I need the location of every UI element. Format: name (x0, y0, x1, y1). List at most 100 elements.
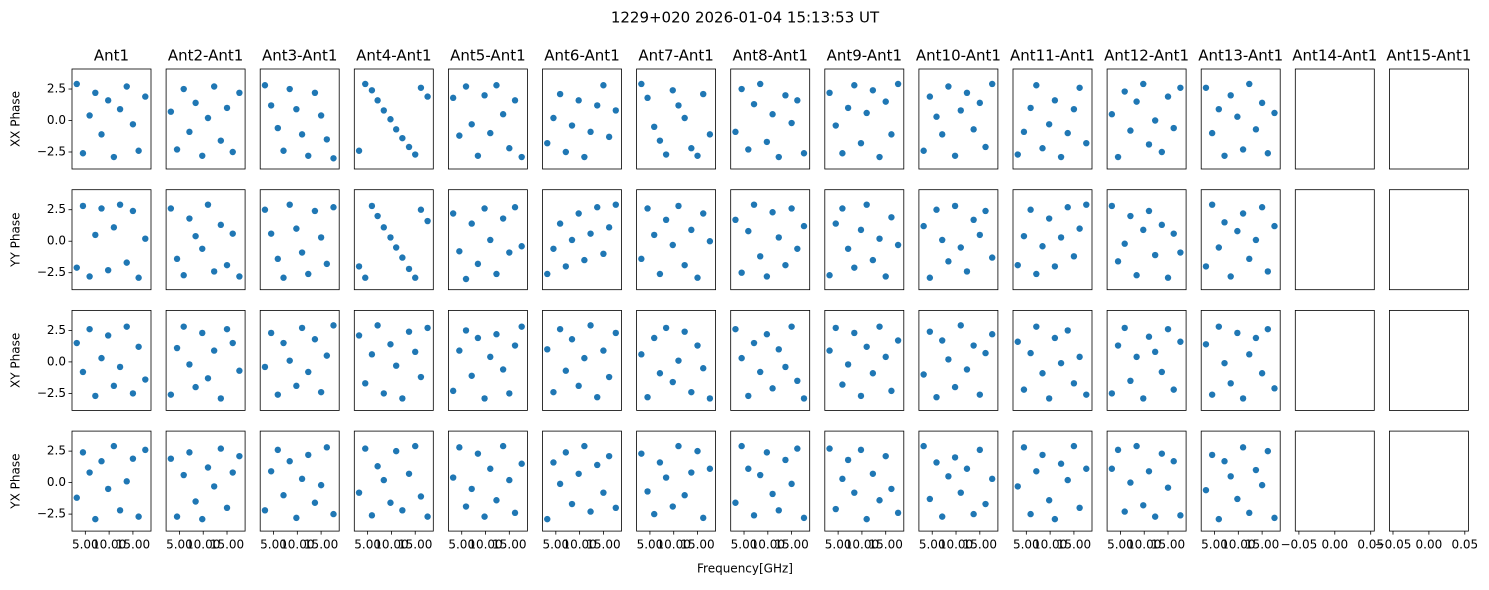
point (933, 393, 940, 401)
panel-frame (447, 68, 528, 170)
point (1258, 370, 1266, 377)
point (876, 235, 883, 242)
x-tick-label: 15.00 (1151, 538, 1185, 552)
point (894, 80, 902, 88)
point (186, 128, 193, 136)
point (374, 463, 381, 470)
point (1083, 465, 1090, 472)
x-tick-label: 5.00 (825, 538, 852, 552)
panel-frame (636, 68, 716, 170)
y-tick-label: −2.5 (37, 144, 66, 158)
points (544, 322, 619, 401)
panel-frame (353, 309, 434, 411)
point (863, 515, 870, 523)
point (800, 514, 808, 522)
point (669, 241, 676, 249)
point (180, 471, 187, 479)
panel-frame (1200, 430, 1281, 532)
point (311, 336, 319, 343)
points (355, 202, 431, 281)
point (694, 342, 701, 349)
point (970, 216, 977, 224)
point (568, 122, 576, 129)
point (1083, 201, 1090, 208)
point (951, 383, 959, 391)
x-tick-label: 10.00 (280, 538, 314, 552)
point (800, 395, 808, 402)
point (323, 444, 331, 451)
points (73, 323, 149, 400)
point (851, 264, 858, 271)
panel (730, 68, 811, 170)
point (832, 324, 839, 332)
point (869, 370, 877, 377)
point (210, 268, 218, 275)
point (424, 217, 431, 225)
panel (824, 309, 905, 411)
point (587, 322, 594, 329)
point (732, 499, 739, 506)
point (86, 325, 93, 333)
point (1170, 386, 1177, 393)
point (876, 153, 883, 161)
point (1271, 514, 1278, 522)
point (405, 143, 413, 151)
point (286, 85, 293, 93)
point (1070, 442, 1078, 450)
panel (259, 189, 340, 291)
x-tick-label: 15.00 (304, 538, 338, 552)
point (550, 459, 557, 466)
point (988, 475, 996, 483)
point (587, 230, 594, 237)
point (261, 206, 269, 213)
point (293, 105, 300, 113)
point (412, 151, 419, 158)
point (700, 365, 707, 372)
point (681, 261, 688, 269)
point (199, 245, 206, 252)
point (123, 323, 130, 330)
point (135, 343, 142, 350)
point (1246, 509, 1253, 517)
point (939, 131, 946, 138)
point (700, 210, 707, 217)
point (192, 232, 199, 240)
point (945, 83, 952, 90)
point (857, 226, 865, 234)
point (298, 249, 306, 256)
point (939, 513, 946, 520)
point (594, 393, 601, 401)
panel-frame (71, 189, 152, 291)
panel-frame (824, 309, 905, 411)
point (863, 109, 870, 117)
point (204, 114, 212, 122)
point (1070, 105, 1078, 113)
point (669, 503, 676, 510)
point (1140, 502, 1147, 509)
point (173, 146, 181, 153)
x-tick-label: 10.00 (845, 538, 879, 552)
panel-frame (542, 189, 622, 291)
point (229, 469, 236, 476)
points (73, 80, 149, 161)
point (888, 485, 895, 493)
point (782, 456, 789, 464)
point (323, 352, 331, 359)
point (368, 512, 376, 519)
point (1221, 219, 1228, 226)
panel-frame (71, 430, 152, 532)
point (399, 254, 406, 261)
point (644, 205, 651, 212)
point (1151, 348, 1159, 356)
point (882, 98, 889, 105)
point (1045, 497, 1053, 504)
point (1215, 515, 1223, 523)
points (261, 444, 337, 522)
point (688, 388, 695, 396)
point (286, 201, 293, 208)
point (869, 256, 877, 264)
point (882, 452, 889, 460)
point (311, 499, 319, 506)
point (745, 146, 752, 153)
point (1014, 151, 1021, 158)
